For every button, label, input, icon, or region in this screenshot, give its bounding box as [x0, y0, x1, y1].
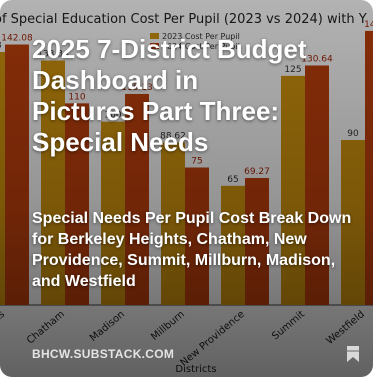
post-subtitle: Special Needs Per Pupil Cost Break Down …	[32, 210, 352, 290]
post-title[interactable]: 2025 7-District Budget Dashboard in Pict…	[32, 34, 307, 157]
post-domain: BHCW.SUBSTACK.COM	[32, 347, 175, 361]
bookmark-button[interactable]	[345, 344, 361, 364]
